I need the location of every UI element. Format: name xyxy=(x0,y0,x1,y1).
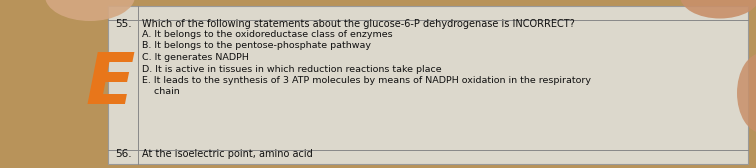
Ellipse shape xyxy=(45,0,135,21)
Text: E: E xyxy=(86,51,135,119)
Ellipse shape xyxy=(737,53,756,133)
Text: D. It is active in tissues in which reduction reactions take place: D. It is active in tissues in which redu… xyxy=(142,65,442,74)
Text: A. It belongs to the oxidoreductase class of enzymes: A. It belongs to the oxidoreductase clas… xyxy=(142,30,392,39)
Text: Which of the following statements about the glucose-6-P dehydrogenase is INCORRE: Which of the following statements about … xyxy=(142,19,575,29)
FancyBboxPatch shape xyxy=(108,6,748,164)
Text: 56.: 56. xyxy=(115,149,132,159)
Text: 55.: 55. xyxy=(115,19,132,29)
Text: B. It belongs to the pentose-phosphate pathway: B. It belongs to the pentose-phosphate p… xyxy=(142,41,371,51)
Text: At the isoelectric point, amino acid: At the isoelectric point, amino acid xyxy=(142,149,313,159)
Text: C. It generates NADPH: C. It generates NADPH xyxy=(142,53,249,62)
Text: chain: chain xyxy=(142,88,180,96)
Ellipse shape xyxy=(680,0,756,18)
Text: E. It leads to the synthesis of 3 ATP molecules by means of NADPH oxidation in t: E. It leads to the synthesis of 3 ATP mo… xyxy=(142,76,591,85)
